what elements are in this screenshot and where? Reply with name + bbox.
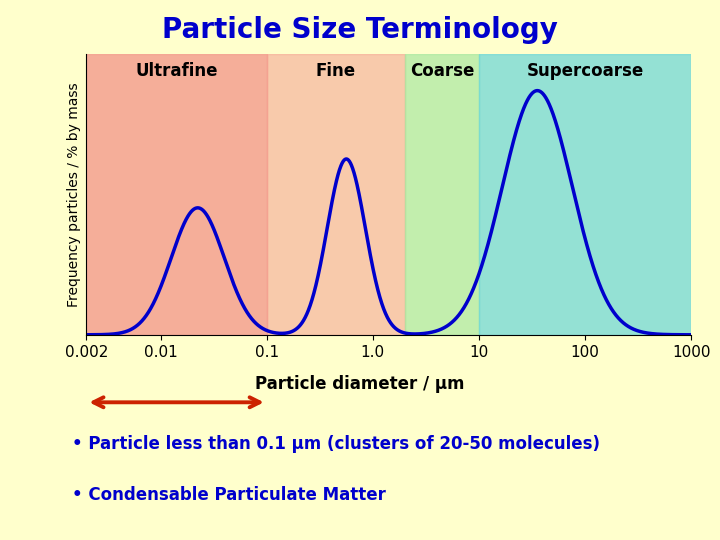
Bar (479, 54, 691, 335)
Y-axis label: Frequency particles / % by mass: Frequency particles / % by mass (67, 82, 81, 307)
Bar (405, 54, 479, 335)
Text: Ultrafine: Ultrafine (135, 63, 218, 80)
Text: Fine: Fine (315, 63, 356, 80)
Text: • Particle less than 0.1 μm (clusters of 20-50 molecules): • Particle less than 0.1 μm (clusters of… (72, 435, 600, 453)
Text: Particle Size Terminology: Particle Size Terminology (162, 16, 558, 44)
Text: Coarse: Coarse (410, 63, 474, 80)
Bar (86, 54, 266, 335)
Bar (266, 54, 405, 335)
Text: Supercoarse: Supercoarse (526, 63, 644, 80)
Text: Particle diameter / μm: Particle diameter / μm (256, 375, 464, 393)
Text: • Condensable Particulate Matter: • Condensable Particulate Matter (72, 486, 386, 504)
